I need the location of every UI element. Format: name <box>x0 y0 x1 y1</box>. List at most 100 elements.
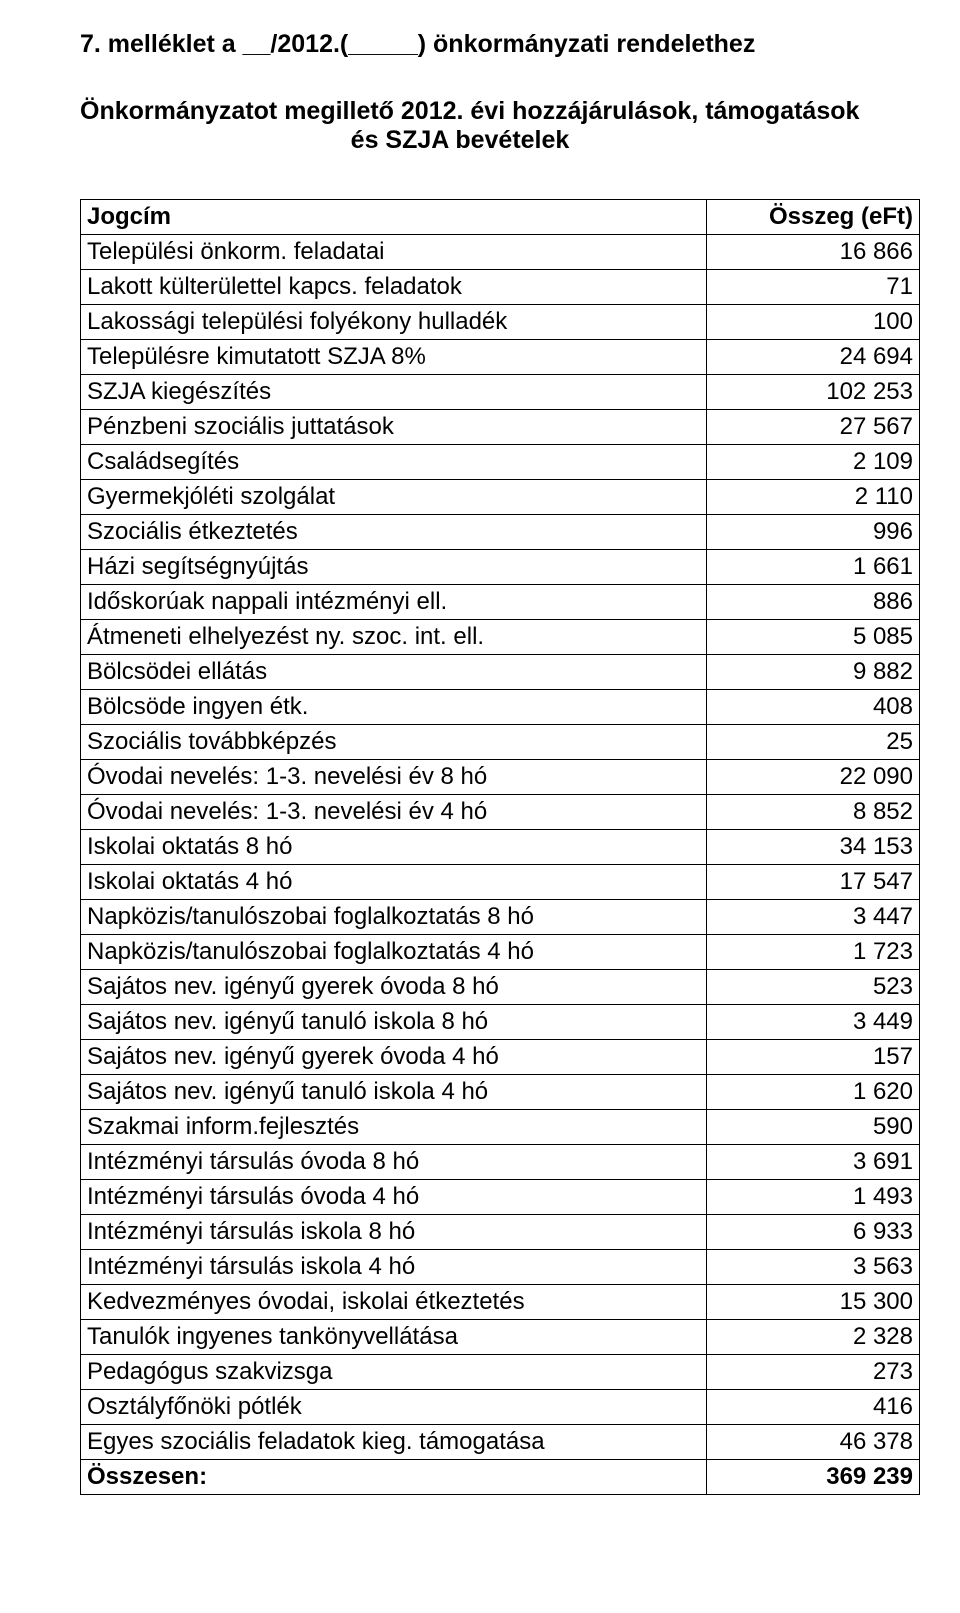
row-value: 3 691 <box>707 1145 920 1180</box>
row-value: 1 723 <box>707 935 920 970</box>
table-row: Óvodai nevelés: 1-3. nevelési év 4 hó8 8… <box>81 795 920 830</box>
row-label: Lakott külterülettel kapcs. feladatok <box>81 270 707 305</box>
table-row: Bölcsöde ingyen étk.408 <box>81 690 920 725</box>
row-label: Bölcsöde ingyen étk. <box>81 690 707 725</box>
row-label: Sajátos nev. igényű tanuló iskola 4 hó <box>81 1075 707 1110</box>
contributions-table: Jogcím Összeg (eFt) Települési önkorm. f… <box>80 199 920 1495</box>
table-row: Szociális továbbképzés25 <box>81 725 920 760</box>
row-value: 996 <box>707 515 920 550</box>
row-value: 416 <box>707 1390 920 1425</box>
row-value: 15 300 <box>707 1285 920 1320</box>
row-value: 523 <box>707 970 920 1005</box>
row-label: Iskolai oktatás 8 hó <box>81 830 707 865</box>
table-row: Intézményi társulás óvoda 4 hó1 493 <box>81 1180 920 1215</box>
row-value: 17 547 <box>707 865 920 900</box>
table-row: Intézményi társulás iskola 8 hó6 933 <box>81 1215 920 1250</box>
table-row: Házi segítségnyújtás1 661 <box>81 550 920 585</box>
row-value: 273 <box>707 1355 920 1390</box>
row-value: 590 <box>707 1110 920 1145</box>
table-row: Sajátos nev. igényű tanuló iskola 4 hó1 … <box>81 1075 920 1110</box>
row-value: 16 866 <box>707 235 920 270</box>
row-label: Pénzbeni szociális juttatások <box>81 410 707 445</box>
row-value: 1 661 <box>707 550 920 585</box>
total-row: Összesen:369 239 <box>81 1460 920 1495</box>
row-value: 2 110 <box>707 480 920 515</box>
row-value: 6 933 <box>707 1215 920 1250</box>
table-row: Lakossági települési folyékony hulladék1… <box>81 305 920 340</box>
table-row: SZJA kiegészítés102 253 <box>81 375 920 410</box>
row-value: 2 328 <box>707 1320 920 1355</box>
row-label: Települési önkorm. feladatai <box>81 235 707 270</box>
table-row: Sajátos nev. igényű gyerek óvoda 8 hó523 <box>81 970 920 1005</box>
row-value: 1 620 <box>707 1075 920 1110</box>
row-value: 25 <box>707 725 920 760</box>
row-label: Átmeneti elhelyezést ny. szoc. int. ell. <box>81 620 707 655</box>
table-header-row: Jogcím Összeg (eFt) <box>81 200 920 235</box>
row-label: Pedagógus szakvizsga <box>81 1355 707 1390</box>
row-label: Egyes szociális feladatok kieg. támogatá… <box>81 1425 707 1460</box>
row-value: 100 <box>707 305 920 340</box>
row-value: 5 085 <box>707 620 920 655</box>
row-label: Intézményi társulás óvoda 8 hó <box>81 1145 707 1180</box>
row-label: Bölcsödei ellátás <box>81 655 707 690</box>
row-value: 24 694 <box>707 340 920 375</box>
table-row: Átmeneti elhelyezést ny. szoc. int. ell.… <box>81 620 920 655</box>
table-row: Óvodai nevelés: 1-3. nevelési év 8 hó22 … <box>81 760 920 795</box>
table-row: Szociális étkeztetés996 <box>81 515 920 550</box>
table-row: Sajátos nev. igényű gyerek óvoda 4 hó157 <box>81 1040 920 1075</box>
table-row: Pénzbeni szociális juttatások27 567 <box>81 410 920 445</box>
table-row: Lakott külterülettel kapcs. feladatok71 <box>81 270 920 305</box>
row-label: Sajátos nev. igényű gyerek óvoda 4 hó <box>81 1040 707 1075</box>
table-row: Iskolai oktatás 4 hó17 547 <box>81 865 920 900</box>
row-label: Óvodai nevelés: 1-3. nevelési év 4 hó <box>81 795 707 830</box>
table-row: Pedagógus szakvizsga273 <box>81 1355 920 1390</box>
row-label: Szakmai inform.fejlesztés <box>81 1110 707 1145</box>
table-row: Települési önkorm. feladatai16 866 <box>81 235 920 270</box>
row-value: 27 567 <box>707 410 920 445</box>
table-row: Iskolai oktatás 8 hó34 153 <box>81 830 920 865</box>
row-label: Napközis/tanulószobai foglalkoztatás 8 h… <box>81 900 707 935</box>
header-value: Összeg (eFt) <box>707 200 920 235</box>
row-value: 3 449 <box>707 1005 920 1040</box>
row-label: Sajátos nev. igényű gyerek óvoda 8 hó <box>81 970 707 1005</box>
row-value: 34 153 <box>707 830 920 865</box>
row-value: 8 852 <box>707 795 920 830</box>
table-row: Időskorúak nappali intézményi ell.886 <box>81 585 920 620</box>
document-title: Önkormányzatot megillető 2012. évi hozzá… <box>80 97 920 155</box>
row-label: Szociális étkeztetés <box>81 515 707 550</box>
row-value: 9 882 <box>707 655 920 690</box>
row-value: 886 <box>707 585 920 620</box>
row-value: 71 <box>707 270 920 305</box>
row-label: Házi segítségnyújtás <box>81 550 707 585</box>
row-value: 3 447 <box>707 900 920 935</box>
row-label: Lakossági települési folyékony hulladék <box>81 305 707 340</box>
table-row: Kedvezményes óvodai, iskolai étkeztetés1… <box>81 1285 920 1320</box>
row-label: Sajátos nev. igényű tanuló iskola 8 hó <box>81 1005 707 1040</box>
table-row: Szakmai inform.fejlesztés590 <box>81 1110 920 1145</box>
row-value: 46 378 <box>707 1425 920 1460</box>
row-label: Napközis/tanulószobai foglalkoztatás 4 h… <box>81 935 707 970</box>
table-row: Intézményi társulás óvoda 8 hó3 691 <box>81 1145 920 1180</box>
table-row: Napközis/tanulószobai foglalkoztatás 8 h… <box>81 900 920 935</box>
title-line-1: Önkormányzatot megillető 2012. évi hozzá… <box>80 97 920 126</box>
table-row: Településre kimutatott SZJA 8%24 694 <box>81 340 920 375</box>
row-value: 102 253 <box>707 375 920 410</box>
header-label: Jogcím <box>81 200 707 235</box>
table-row: Családsegítés2 109 <box>81 445 920 480</box>
row-label: Iskolai oktatás 4 hó <box>81 865 707 900</box>
row-label: SZJA kiegészítés <box>81 375 707 410</box>
row-value: 2 109 <box>707 445 920 480</box>
row-label: Településre kimutatott SZJA 8% <box>81 340 707 375</box>
row-label: Osztályfőnöki pótlék <box>81 1390 707 1425</box>
row-value: 1 493 <box>707 1180 920 1215</box>
row-label: Kedvezményes óvodai, iskolai étkeztetés <box>81 1285 707 1320</box>
table-row: Sajátos nev. igényű tanuló iskola 8 hó3 … <box>81 1005 920 1040</box>
attachment-heading: 7. melléklet a __/2012.(_____) önkormány… <box>80 30 920 59</box>
table-row: Tanulók ingyenes tankönyvellátása2 328 <box>81 1320 920 1355</box>
row-value: 408 <box>707 690 920 725</box>
title-line-2: és SZJA bevételek <box>0 126 920 155</box>
table-row: Egyes szociális feladatok kieg. támogatá… <box>81 1425 920 1460</box>
row-label: Gyermekjóléti szolgálat <box>81 480 707 515</box>
row-label: Családsegítés <box>81 445 707 480</box>
table-row: Bölcsödei ellátás9 882 <box>81 655 920 690</box>
